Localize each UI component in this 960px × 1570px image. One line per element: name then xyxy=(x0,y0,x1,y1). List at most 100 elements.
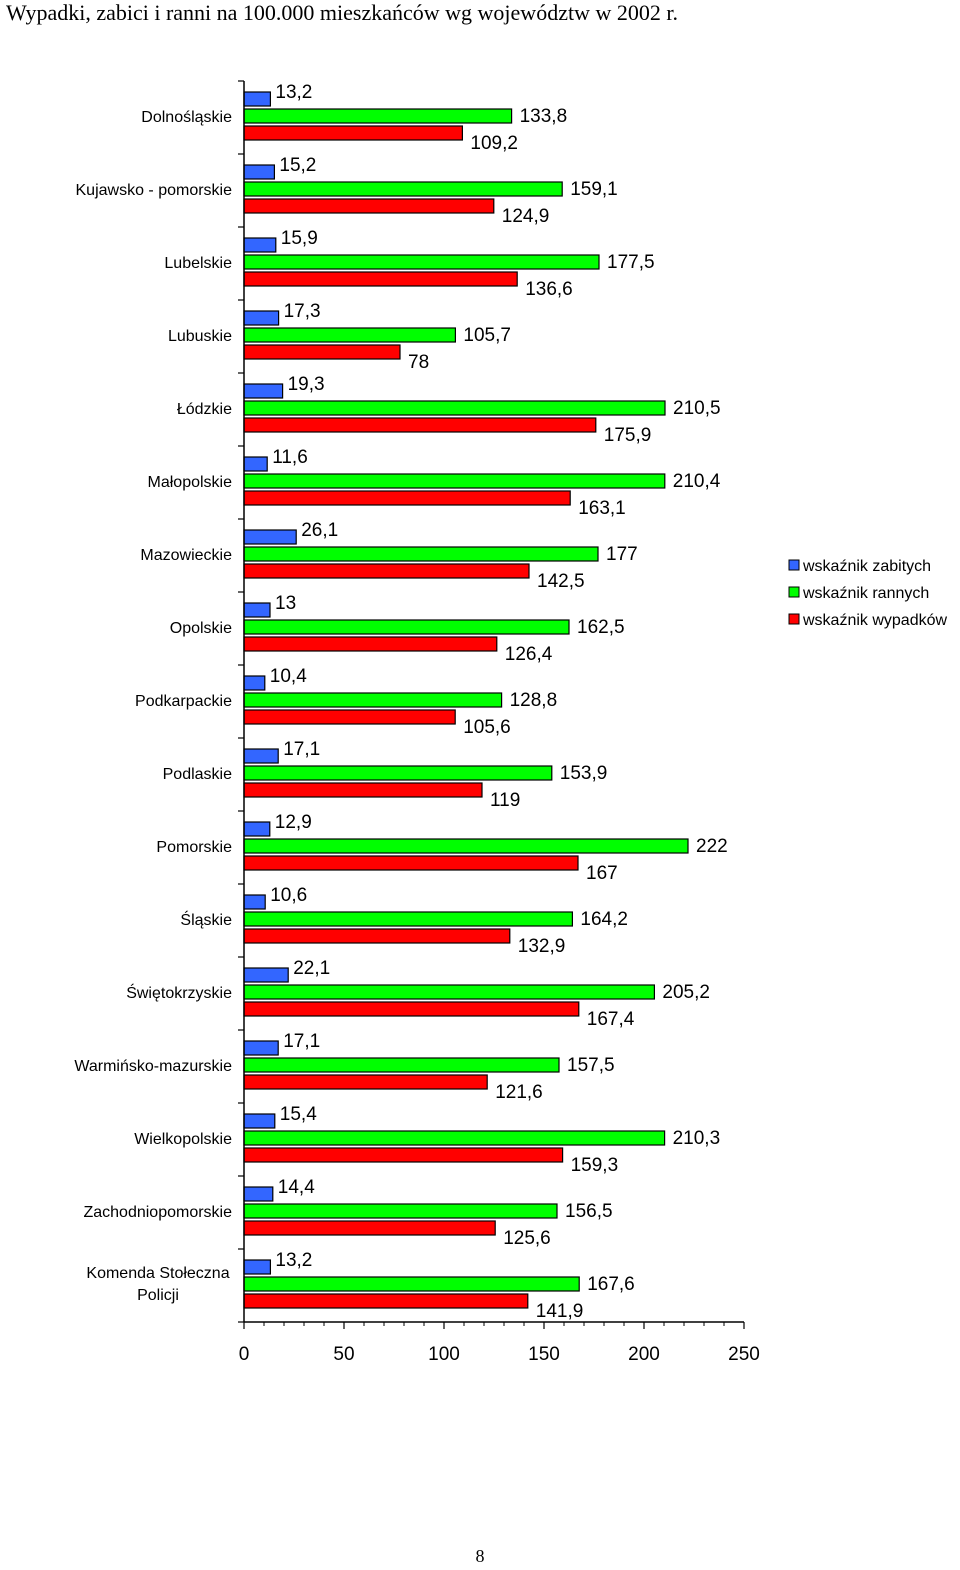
category-label-15: Wielkopolskie xyxy=(134,1131,232,1148)
data-label-1-15: 15,4 xyxy=(280,1104,317,1125)
bar-2-17 xyxy=(243,1276,580,1292)
bar-3-7 xyxy=(243,563,530,579)
data-label-3-1: 109,2 xyxy=(470,133,518,154)
data-label-2-3: 177,5 xyxy=(607,252,655,273)
legend-swatch-3 xyxy=(788,613,800,625)
bar-2-9 xyxy=(243,692,503,708)
category-label-4: Lubuskie xyxy=(168,328,232,345)
data-label-3-6: 163,1 xyxy=(578,498,626,519)
bar-1-12 xyxy=(243,894,266,910)
category-label-2: Kujawsko - pomorskie xyxy=(76,182,233,199)
bar-2-11 xyxy=(243,838,689,854)
data-label-3-2: 124,9 xyxy=(502,206,550,227)
data-label-2-8: 162,5 xyxy=(577,617,625,638)
category-label-5: Łódzkie xyxy=(177,401,232,418)
bar-3-11 xyxy=(243,855,579,871)
data-label-2-6: 210,4 xyxy=(673,471,721,492)
data-label-1-4: 17,3 xyxy=(284,301,321,322)
legend-label-2: wskaźnik rannych xyxy=(802,585,929,602)
data-label-3-7: 142,5 xyxy=(537,571,585,592)
category-label-12: Śląskie xyxy=(180,910,232,929)
bar-1-8 xyxy=(243,602,271,618)
bar-2-5 xyxy=(243,400,666,416)
data-label-1-6: 11,6 xyxy=(272,447,308,468)
data-label-3-12: 132,9 xyxy=(518,936,566,957)
bar-3-15 xyxy=(243,1147,564,1163)
bar-1-6 xyxy=(243,456,268,472)
bar-1-10 xyxy=(243,748,279,764)
data-label-2-13: 205,2 xyxy=(662,982,710,1003)
category-label-7: Mazowieckie xyxy=(140,547,232,564)
category-label-6: Małopolskie xyxy=(148,474,233,491)
bar-2-3 xyxy=(243,254,600,270)
bar-3-9 xyxy=(243,709,456,725)
x-tick-label-4: 150 xyxy=(528,1344,560,1365)
bar-3-6 xyxy=(243,490,571,506)
data-label-1-16: 14,4 xyxy=(278,1177,315,1198)
bar-3-8 xyxy=(243,636,498,652)
bar-3-3 xyxy=(243,271,518,287)
bar-2-7 xyxy=(243,546,599,562)
legend-label-3: wskaźnik wypadków xyxy=(802,612,948,629)
data-label-1-14: 17,1 xyxy=(283,1031,320,1052)
data-label-3-5: 175,9 xyxy=(604,425,652,446)
page-title: Wypadki, zabici i ranni na 100.000 miesz… xyxy=(6,0,678,25)
bar-3-2 xyxy=(243,198,495,214)
bar-1-14 xyxy=(243,1040,279,1056)
data-label-2-16: 156,5 xyxy=(565,1201,613,1222)
data-label-2-11: 222 xyxy=(696,836,728,857)
bar-1-4 xyxy=(243,310,280,326)
bar-1-2 xyxy=(243,164,275,180)
bar-2-15 xyxy=(243,1130,666,1146)
category-label-16: Zachodniopomorskie xyxy=(83,1204,232,1221)
data-label-3-15: 159,3 xyxy=(571,1155,619,1176)
category-label-17: Komenda Stołeczna Policji xyxy=(86,1265,229,1304)
data-label-2-9: 128,8 xyxy=(510,690,558,711)
category-label-11: Pomorskie xyxy=(156,839,232,856)
x-tick-label-5: 200 xyxy=(628,1344,660,1365)
data-label-1-9: 10,4 xyxy=(270,666,307,687)
data-label-1-13: 22,1 xyxy=(293,958,330,979)
category-label-8: Opolskie xyxy=(170,620,232,637)
category-label-1: Dolnośląskie xyxy=(141,109,232,126)
bar-2-12 xyxy=(243,911,573,927)
legend-label-1: wskaźnik zabitych xyxy=(802,558,931,575)
data-label-3-10: 119 xyxy=(490,790,520,811)
bar-2-14 xyxy=(243,1057,560,1073)
data-label-1-3: 15,9 xyxy=(281,228,318,249)
bar-2-4 xyxy=(243,327,456,343)
bar-1-9 xyxy=(243,675,266,691)
bar-1-11 xyxy=(243,821,271,837)
data-label-1-17: 13,2 xyxy=(275,1250,312,1271)
bar-2-10 xyxy=(243,765,553,781)
bar-3-5 xyxy=(243,417,597,433)
bar-3-12 xyxy=(243,928,511,944)
data-label-1-7: 26,1 xyxy=(301,520,338,541)
data-label-3-17: 141,9 xyxy=(536,1301,584,1322)
bar-3-13 xyxy=(243,1001,580,1017)
data-label-2-10: 153,9 xyxy=(560,763,608,784)
bar-2-2 xyxy=(243,181,563,197)
legend-swatch-1 xyxy=(788,559,800,571)
bar-1-3 xyxy=(243,237,277,253)
data-label-3-16: 125,6 xyxy=(503,1228,551,1249)
data-label-2-14: 157,5 xyxy=(567,1055,615,1076)
bar-3-14 xyxy=(243,1074,488,1090)
page-number: 8 xyxy=(475,1546,485,1566)
bar-1-1 xyxy=(243,91,271,107)
data-label-1-10: 17,1 xyxy=(283,739,320,760)
data-label-2-17: 167,6 xyxy=(587,1274,635,1295)
data-label-2-1: 133,8 xyxy=(520,106,568,127)
data-label-3-14: 121,6 xyxy=(495,1082,543,1103)
category-label-10: Podlaskie xyxy=(163,766,232,783)
data-label-3-3: 136,6 xyxy=(525,279,573,300)
category-label-13: Świętokrzyskie xyxy=(126,983,232,1002)
category-label-3: Lubelskie xyxy=(164,255,232,272)
x-tick-label-1: 0 xyxy=(239,1344,250,1365)
bar-1-5 xyxy=(243,383,284,399)
data-label-2-7: 177 xyxy=(606,544,638,565)
data-label-1-11: 12,9 xyxy=(275,812,312,833)
data-label-3-9: 105,6 xyxy=(463,717,511,738)
category-label-9: Podkarpackie xyxy=(135,693,232,710)
bar-2-8 xyxy=(243,619,570,635)
